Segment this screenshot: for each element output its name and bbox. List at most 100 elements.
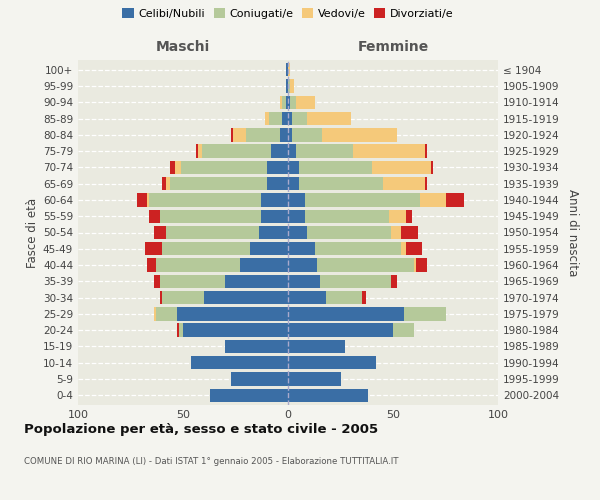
Bar: [288, 210, 305, 223]
Bar: [406, 242, 422, 256]
Bar: [179, 324, 183, 337]
Bar: [372, 160, 431, 174]
Text: Maschi: Maschi: [156, 40, 210, 54]
Bar: [210, 388, 288, 402]
Bar: [269, 112, 282, 126]
Text: Femmine: Femmine: [358, 40, 428, 54]
Bar: [401, 242, 406, 256]
Bar: [196, 144, 198, 158]
Bar: [383, 177, 425, 190]
Bar: [149, 210, 160, 223]
Text: Popolazione per età, sesso e stato civile - 2005: Popolazione per età, sesso e stato civil…: [24, 422, 378, 436]
Bar: [288, 307, 404, 320]
Bar: [265, 112, 269, 126]
Bar: [288, 160, 299, 174]
Y-axis label: Fasce di età: Fasce di età: [26, 198, 39, 268]
Bar: [225, 340, 288, 353]
Bar: [414, 258, 416, 272]
Bar: [147, 258, 155, 272]
Bar: [259, 226, 288, 239]
Bar: [288, 80, 290, 92]
Bar: [162, 242, 250, 256]
Bar: [389, 210, 406, 223]
Bar: [288, 128, 292, 141]
Bar: [271, 144, 288, 158]
Bar: [317, 258, 414, 272]
Bar: [401, 226, 418, 239]
Bar: [280, 128, 288, 141]
Bar: [292, 112, 307, 126]
Bar: [307, 112, 351, 126]
Bar: [425, 177, 427, 190]
Bar: [267, 160, 288, 174]
Bar: [286, 96, 288, 109]
Bar: [299, 160, 372, 174]
Bar: [154, 274, 160, 288]
Bar: [393, 324, 414, 337]
Bar: [288, 226, 307, 239]
Bar: [286, 80, 288, 92]
Bar: [353, 144, 425, 158]
Bar: [296, 144, 353, 158]
Bar: [149, 194, 260, 206]
Bar: [322, 128, 397, 141]
Bar: [288, 324, 393, 337]
Bar: [288, 291, 326, 304]
Bar: [288, 340, 345, 353]
Bar: [260, 210, 288, 223]
Bar: [288, 177, 299, 190]
Bar: [290, 80, 295, 92]
Bar: [288, 372, 341, 386]
Bar: [154, 307, 155, 320]
Bar: [170, 160, 175, 174]
Bar: [305, 210, 389, 223]
Bar: [299, 177, 383, 190]
Bar: [421, 194, 446, 206]
Bar: [198, 144, 202, 158]
Bar: [156, 307, 176, 320]
Bar: [288, 194, 305, 206]
Bar: [292, 128, 322, 141]
Bar: [137, 194, 147, 206]
Bar: [416, 258, 427, 272]
Bar: [404, 307, 445, 320]
Bar: [288, 112, 292, 126]
Bar: [290, 96, 296, 109]
Bar: [288, 258, 317, 272]
Bar: [431, 160, 433, 174]
Bar: [288, 96, 290, 109]
Bar: [240, 258, 288, 272]
Bar: [154, 226, 166, 239]
Bar: [425, 144, 427, 158]
Bar: [232, 128, 233, 141]
Bar: [162, 291, 204, 304]
Bar: [288, 144, 296, 158]
Bar: [232, 372, 288, 386]
Bar: [191, 356, 288, 370]
Bar: [260, 194, 288, 206]
Bar: [176, 307, 288, 320]
Bar: [361, 291, 366, 304]
Bar: [145, 242, 162, 256]
Bar: [307, 226, 391, 239]
Bar: [282, 96, 286, 109]
Bar: [155, 258, 240, 272]
Bar: [288, 242, 316, 256]
Text: COMUNE DI RIO MARINA (LI) - Dati ISTAT 1° gennaio 2005 - Elaborazione TUTTITALIA: COMUNE DI RIO MARINA (LI) - Dati ISTAT 1…: [24, 458, 398, 466]
Bar: [175, 160, 181, 174]
Bar: [162, 177, 166, 190]
Bar: [160, 210, 260, 223]
Bar: [160, 274, 225, 288]
Bar: [233, 128, 246, 141]
Bar: [326, 291, 361, 304]
Bar: [176, 324, 179, 337]
Y-axis label: Anni di nascita: Anni di nascita: [566, 189, 579, 276]
Bar: [286, 63, 288, 76]
Bar: [288, 274, 320, 288]
Bar: [250, 242, 288, 256]
Bar: [183, 324, 288, 337]
Bar: [320, 274, 391, 288]
Bar: [305, 194, 421, 206]
Bar: [181, 160, 267, 174]
Bar: [406, 210, 412, 223]
